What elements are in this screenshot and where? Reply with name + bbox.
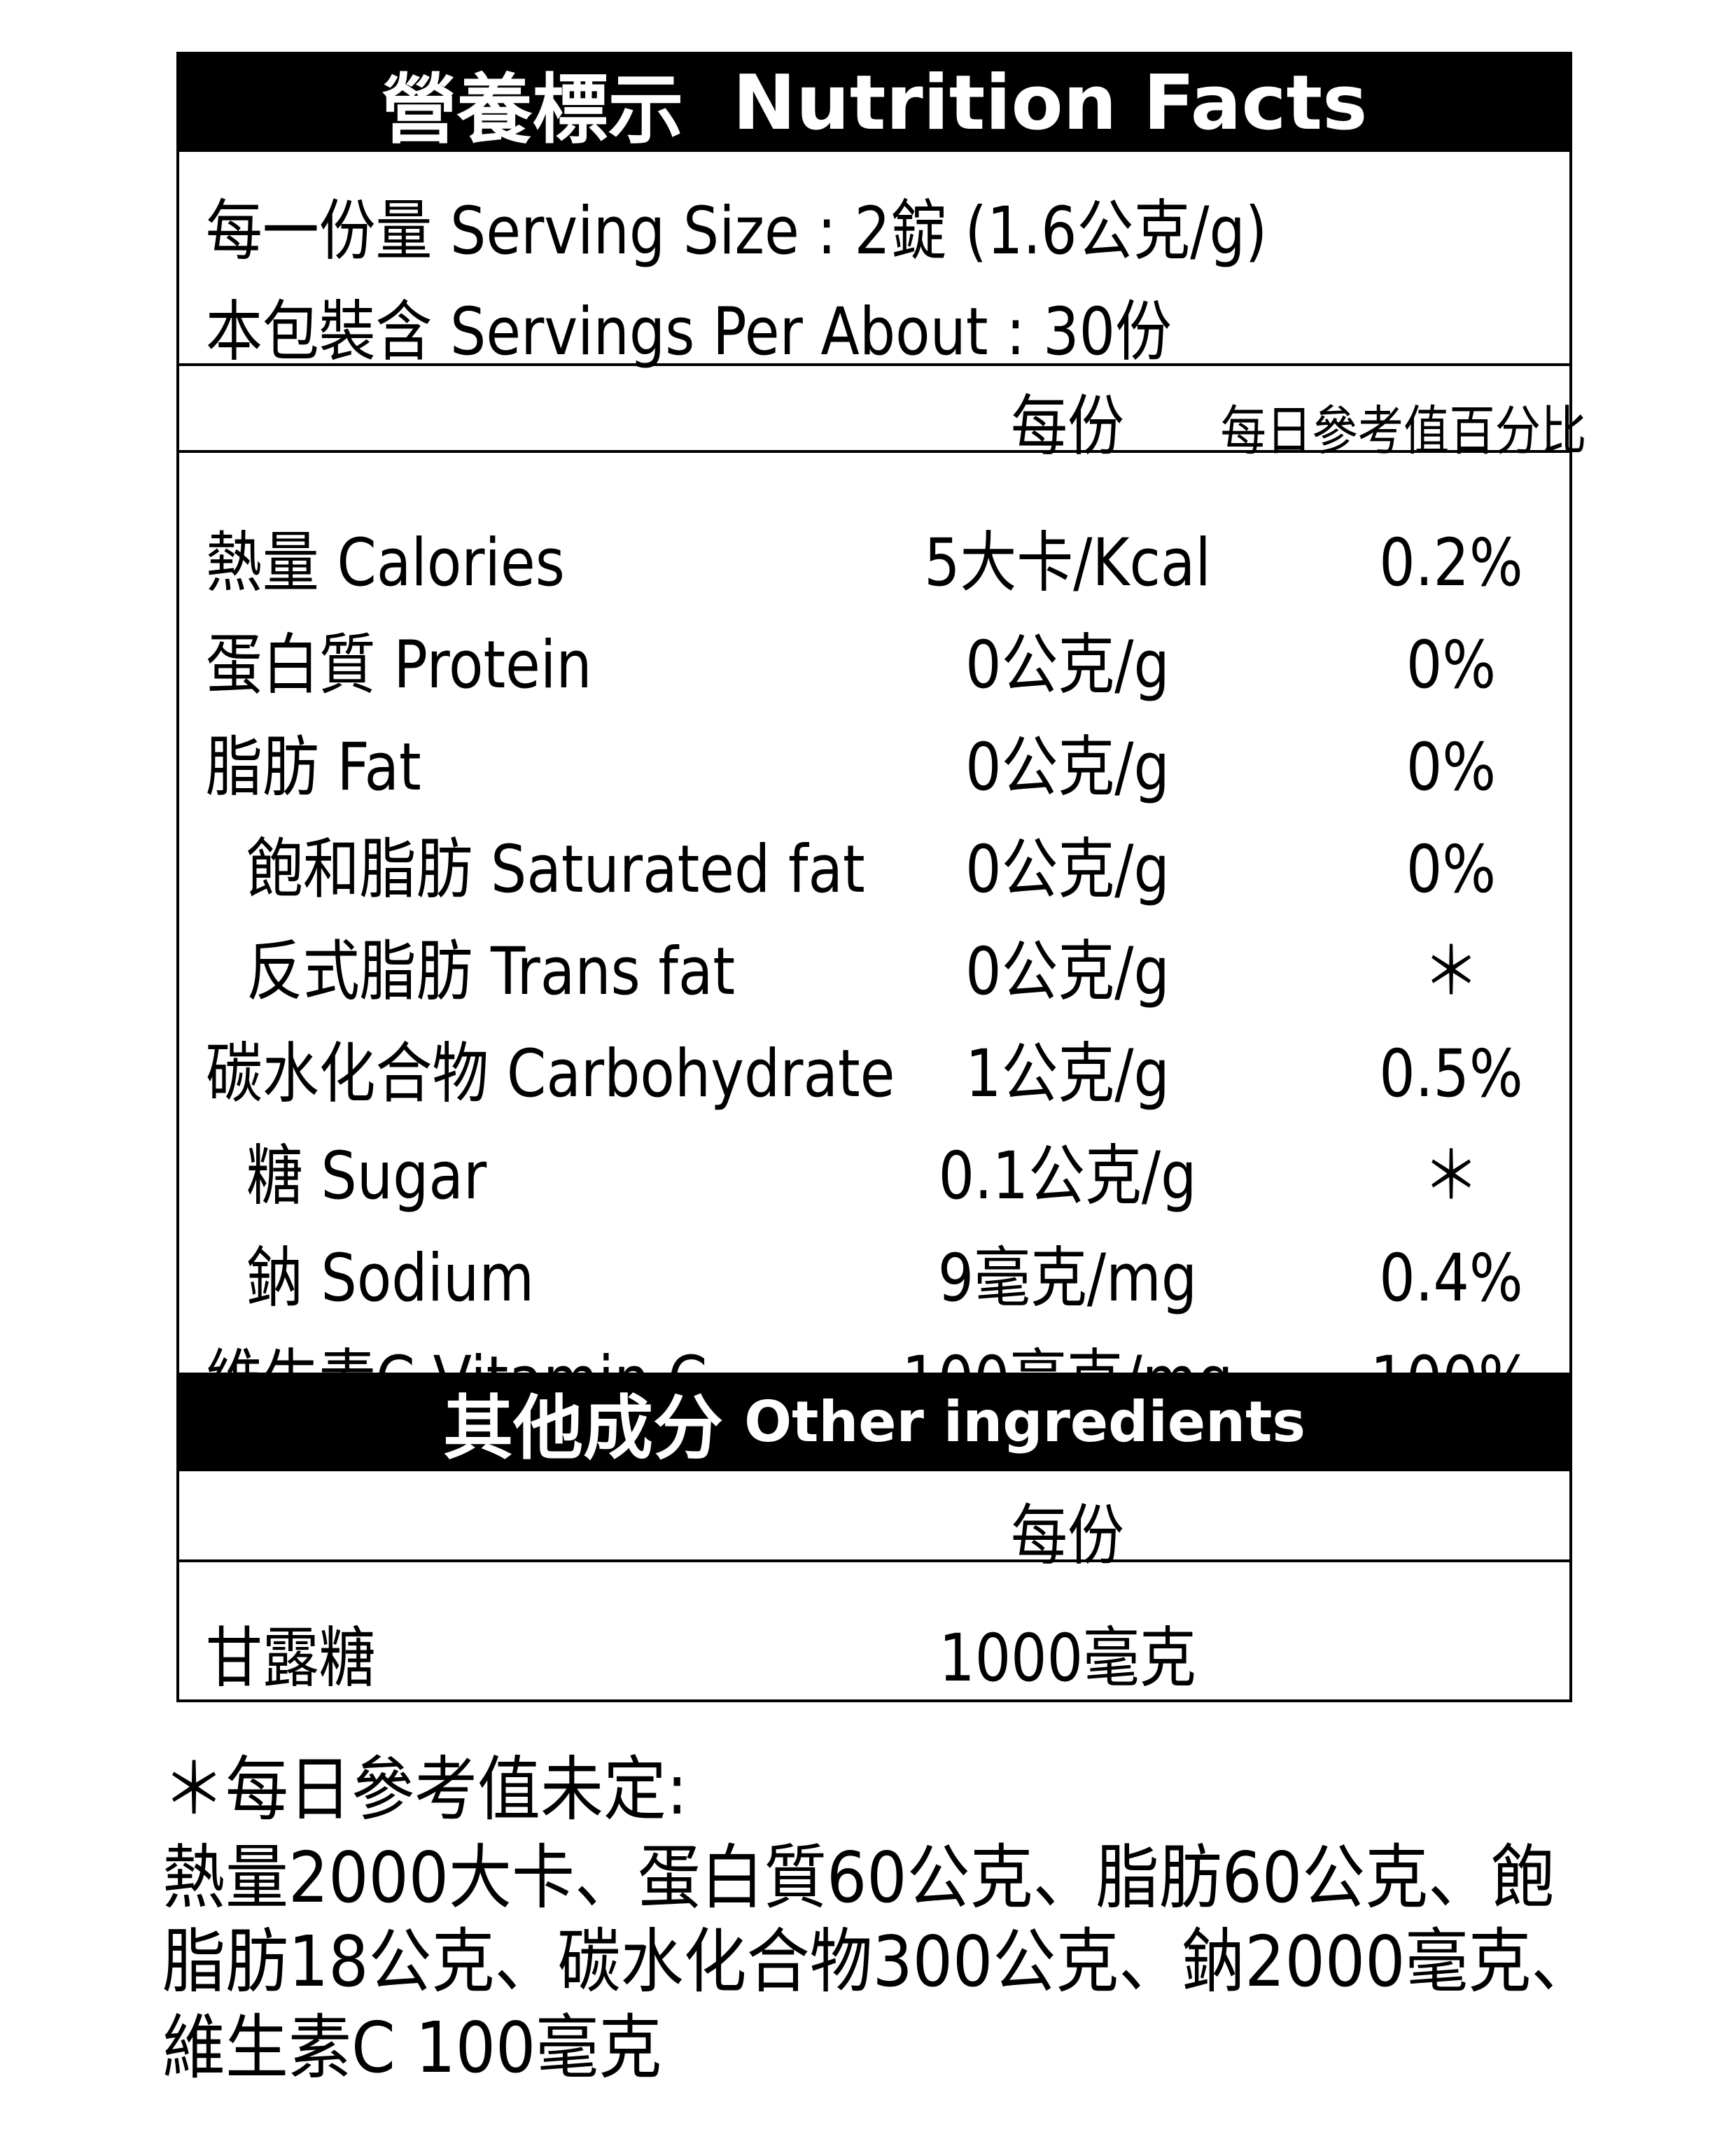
- nutrient-amount: 9毫克/mg: [937, 1240, 1198, 1317]
- nutrient-daily-value: 0%: [1406, 729, 1497, 806]
- nutrient-name: 糖 Sugar: [246, 1138, 487, 1214]
- nutrient-daily-value: ＊: [1422, 1138, 1480, 1214]
- other-ingredients-bar: 其他成分 Other ingredients: [179, 1373, 1569, 1471]
- nutrient-name: 反式脂肪 Trans fat: [246, 934, 736, 1010]
- other-per-serving-header: 每份: [1011, 1498, 1124, 1574]
- nutrient-daily-value: 0%: [1406, 832, 1497, 908]
- divider: [179, 450, 1569, 453]
- footnote-line: 脂肪18公克、碳水化合物300公克、鈉2000毫克、: [162, 1921, 1595, 2003]
- nutrient-amount: 0公克/g: [965, 934, 1170, 1010]
- nutrient-name: 飽和脂肪 Saturated fat: [246, 832, 865, 908]
- nutrient-name: 脂肪 Fat: [206, 729, 421, 806]
- nutrient-amount: 5大卡/Kcal: [924, 525, 1211, 601]
- nutrient-name: 鈉 Sodium: [246, 1240, 535, 1317]
- other-title-zh: 其他成分: [443, 1387, 724, 1469]
- ingredient-name: 甘露糖: [206, 1620, 376, 1697]
- other-title-en: Other ingredients: [744, 1389, 1306, 1454]
- nutrient-daily-value: 0.5%: [1379, 1036, 1523, 1112]
- nutrient-daily-value: 0.2%: [1379, 525, 1523, 601]
- nutrient-amount: 0.1公克/g: [938, 1138, 1197, 1214]
- nutrient-amount: 0公克/g: [965, 729, 1170, 806]
- nutrient-daily-value: 0.4%: [1379, 1240, 1523, 1317]
- ingredient-amount: 1000毫克: [939, 1620, 1196, 1697]
- nutrient-name: 熱量 Calories: [206, 525, 565, 601]
- divider: [179, 363, 1569, 366]
- divider: [179, 1559, 1569, 1562]
- footnote-line: 熱量2000大卡、蛋白質60公克、脂肪60公克、飽: [162, 1837, 1555, 1919]
- title-zh: 營養標示: [381, 66, 684, 154]
- title-bar: 營養標示 Nutrition Facts: [179, 55, 1569, 154]
- per-serving-header: 每份: [1011, 388, 1124, 465]
- title-en: Nutrition Facts: [732, 59, 1368, 147]
- nutrient-amount: 0公克/g: [965, 627, 1170, 703]
- daily-value-header: 每日參考值百分比: [1220, 400, 1587, 462]
- nutrient-name: 蛋白質 Protein: [206, 627, 592, 703]
- serving-size: 每一份量 Serving Size : 2錠 (1.6公克/g): [206, 193, 1268, 269]
- nutrient-daily-value: ＊: [1422, 934, 1480, 1010]
- footnote-line: 維生素C 100毫克: [162, 2007, 662, 2089]
- nutrient-name: 碳水化合物 Carbohydrate: [206, 1036, 895, 1112]
- nutrient-daily-value: 0%: [1406, 627, 1497, 703]
- nutrient-amount: 0公克/g: [965, 832, 1170, 908]
- servings-per-container: 本包裝含 Servings Per About : 30份: [206, 294, 1172, 370]
- nutrition-facts-table: 營養標示 Nutrition Facts 每一份量 Serving Size :…: [176, 52, 1586, 1702]
- footnote-line: ＊每日參考值未定:: [162, 1748, 688, 1830]
- nutrient-amount: 1公克/g: [965, 1036, 1170, 1112]
